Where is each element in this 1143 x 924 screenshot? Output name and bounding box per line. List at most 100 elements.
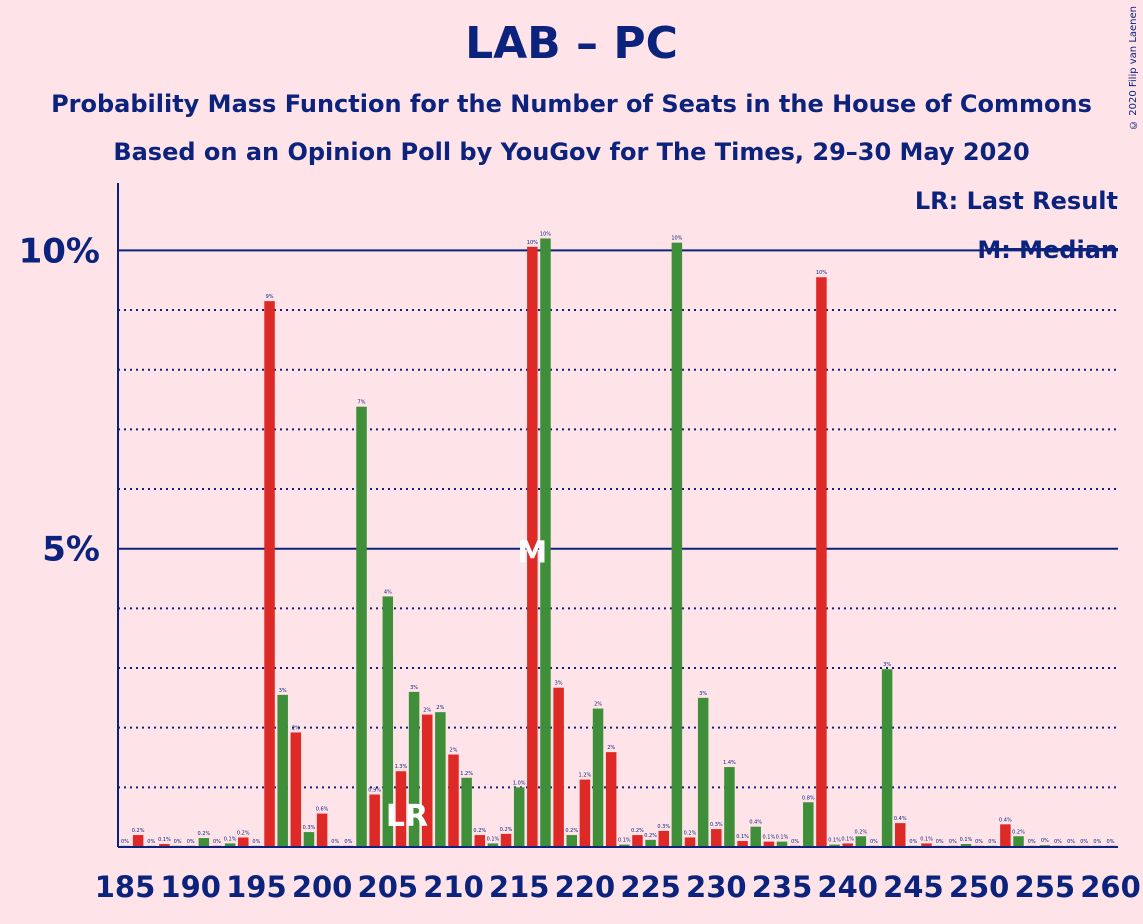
- data-label-seat-219: 0.2%: [565, 828, 578, 834]
- data-label-seat-243: 3%: [883, 662, 891, 668]
- bar-seat-241: [855, 836, 867, 847]
- data-label-seat-213: 0.1%: [487, 836, 500, 842]
- data-label-seat-207: 3%: [410, 685, 418, 691]
- bar-seat-226: [658, 830, 669, 847]
- data-label-seat-226: 0.3%: [657, 824, 670, 830]
- data-label-seat-231: 1.4%: [723, 760, 736, 766]
- data-label-seat-206: 1.3%: [395, 764, 408, 770]
- data-label-seat-241: 0.2%: [854, 829, 867, 835]
- data-label-seat-186: 0.2%: [132, 828, 145, 834]
- data-label-seat-220: 1.2%: [579, 773, 592, 779]
- data-label-seat-218: 3%: [555, 681, 563, 687]
- bar-seat-243: [881, 669, 893, 847]
- data-label-seat-227: 10%: [671, 236, 682, 242]
- bar-seat-196: [264, 301, 275, 848]
- bar-seat-253: [1013, 836, 1024, 847]
- bar-seat-222: [605, 752, 617, 847]
- data-label-seat-209: 2%: [436, 705, 444, 711]
- data-label-seat-242: 0%: [870, 839, 878, 845]
- data-label-seat-230: 0.3%: [710, 822, 723, 828]
- data-label-seat-215: 1.0%: [513, 780, 526, 786]
- x-tick-label: 240: [817, 870, 878, 904]
- data-label-seat-240: 0.1%: [841, 836, 854, 842]
- bar-seat-244: [895, 823, 906, 847]
- bar-seat-224: [632, 835, 643, 847]
- bar-seat-213: [487, 843, 499, 847]
- data-label-seat-238: 10%: [816, 270, 827, 276]
- data-label-seat-205: 4%: [384, 589, 392, 595]
- axes-group: [117, 183, 1118, 848]
- data-label-seat-249: 0.1%: [960, 837, 973, 843]
- data-label-seat-187: 0%: [147, 839, 155, 845]
- x-tick-label: 230: [686, 870, 747, 904]
- bars-group: [119, 238, 1116, 848]
- data-label-seat-194: 0.2%: [237, 830, 250, 836]
- data-label-seat-252: 0.4%: [999, 817, 1012, 823]
- data-label-seat-235: 0.1%: [776, 835, 789, 841]
- data-label-seat-234: 0.1%: [763, 835, 776, 841]
- ticks-group: 5%10%185 190 195 200 205 210 215 220 225 230 235 24…: [19, 231, 1141, 904]
- data-label-seat-244: 0.4%: [894, 816, 907, 822]
- data-label-seat-228: 0.2%: [684, 830, 697, 836]
- bar-seat-237: [803, 802, 814, 847]
- markers-group: LR M: [386, 536, 547, 834]
- data-label-seat-233: 0.4%: [749, 820, 762, 826]
- data-label-seat-225: 0.2%: [644, 833, 657, 839]
- data-label-seat-217: 10%: [540, 231, 551, 237]
- data-label-seat-189: 0%: [174, 839, 182, 845]
- bar-seat-199: [303, 832, 315, 847]
- x-tick-label: 195: [226, 870, 287, 904]
- bar-seat-203: [356, 406, 367, 847]
- bar-seat-186: [132, 835, 144, 847]
- data-label-seat-221: 2%: [594, 702, 602, 708]
- data-label-seat-223: 0.1%: [618, 838, 631, 844]
- x-tick-label: 250: [949, 870, 1010, 904]
- data-label-seat-250: 0%: [975, 839, 983, 845]
- bar-seat-208: [421, 714, 433, 847]
- x-tick-label: 190: [160, 870, 221, 904]
- data-label-seat-222: 2%: [607, 745, 615, 751]
- bar-seat-249: [960, 844, 972, 847]
- data-label-seat-188: 0.1%: [158, 837, 171, 843]
- bar-seat-228: [684, 837, 696, 847]
- data-label-seat-204: 0.9%: [368, 787, 381, 793]
- data-label-seat-195: 0%: [252, 839, 260, 845]
- x-tick-label: 205: [358, 870, 419, 904]
- bar-seat-211: [461, 777, 472, 847]
- data-label-seat-224: 0.2%: [631, 828, 644, 834]
- data-label-seat-191: 0.2%: [197, 831, 210, 837]
- y-tick-label: 10%: [19, 231, 100, 271]
- data-label-seat-216: 10%: [527, 240, 538, 246]
- bar-seat-229: [697, 697, 709, 847]
- data-label-seat-251: 0%: [988, 839, 996, 845]
- x-tick-label: 215: [489, 870, 550, 904]
- data-label-seat-229: 3%: [699, 691, 707, 697]
- data-label-seat-185: 0%: [121, 839, 129, 845]
- x-tick-label: 200: [292, 870, 353, 904]
- x-tick-label: 210: [423, 870, 484, 904]
- bar-seat-214: [500, 833, 512, 847]
- data-label-seat-193: 0.1%: [224, 836, 237, 842]
- y-tick-label: 5%: [42, 530, 100, 570]
- bar-seat-188: [159, 844, 170, 847]
- x-tick-label: 255: [1015, 870, 1076, 904]
- bar-seat-200: [316, 813, 328, 847]
- data-label-seat-253: 0.2%: [1012, 829, 1025, 835]
- data-label-seat-258: 0%: [1080, 839, 1088, 845]
- bar-seat-206: [395, 771, 407, 847]
- data-label-seat-199: 0.3%: [303, 825, 316, 831]
- bar-seat-207: [408, 691, 420, 847]
- data-label-seat-214: 0.2%: [500, 827, 513, 833]
- bar-seat-217: [540, 238, 551, 847]
- bar-seat-239: [829, 844, 840, 847]
- median-marker: M: [517, 536, 547, 571]
- bar-seat-252: [1000, 824, 1011, 847]
- data-label-seat-245: 0%: [909, 839, 917, 845]
- data-label-seat-190: 0%: [187, 839, 195, 845]
- data-label-seat-192: 0%: [213, 839, 221, 845]
- data-label-seat-232: 0.1%: [736, 834, 749, 840]
- data-label-seat-208: 2%: [423, 708, 431, 714]
- data-label-seat-246: 0.1%: [920, 836, 933, 842]
- bar-seat-232: [737, 841, 748, 847]
